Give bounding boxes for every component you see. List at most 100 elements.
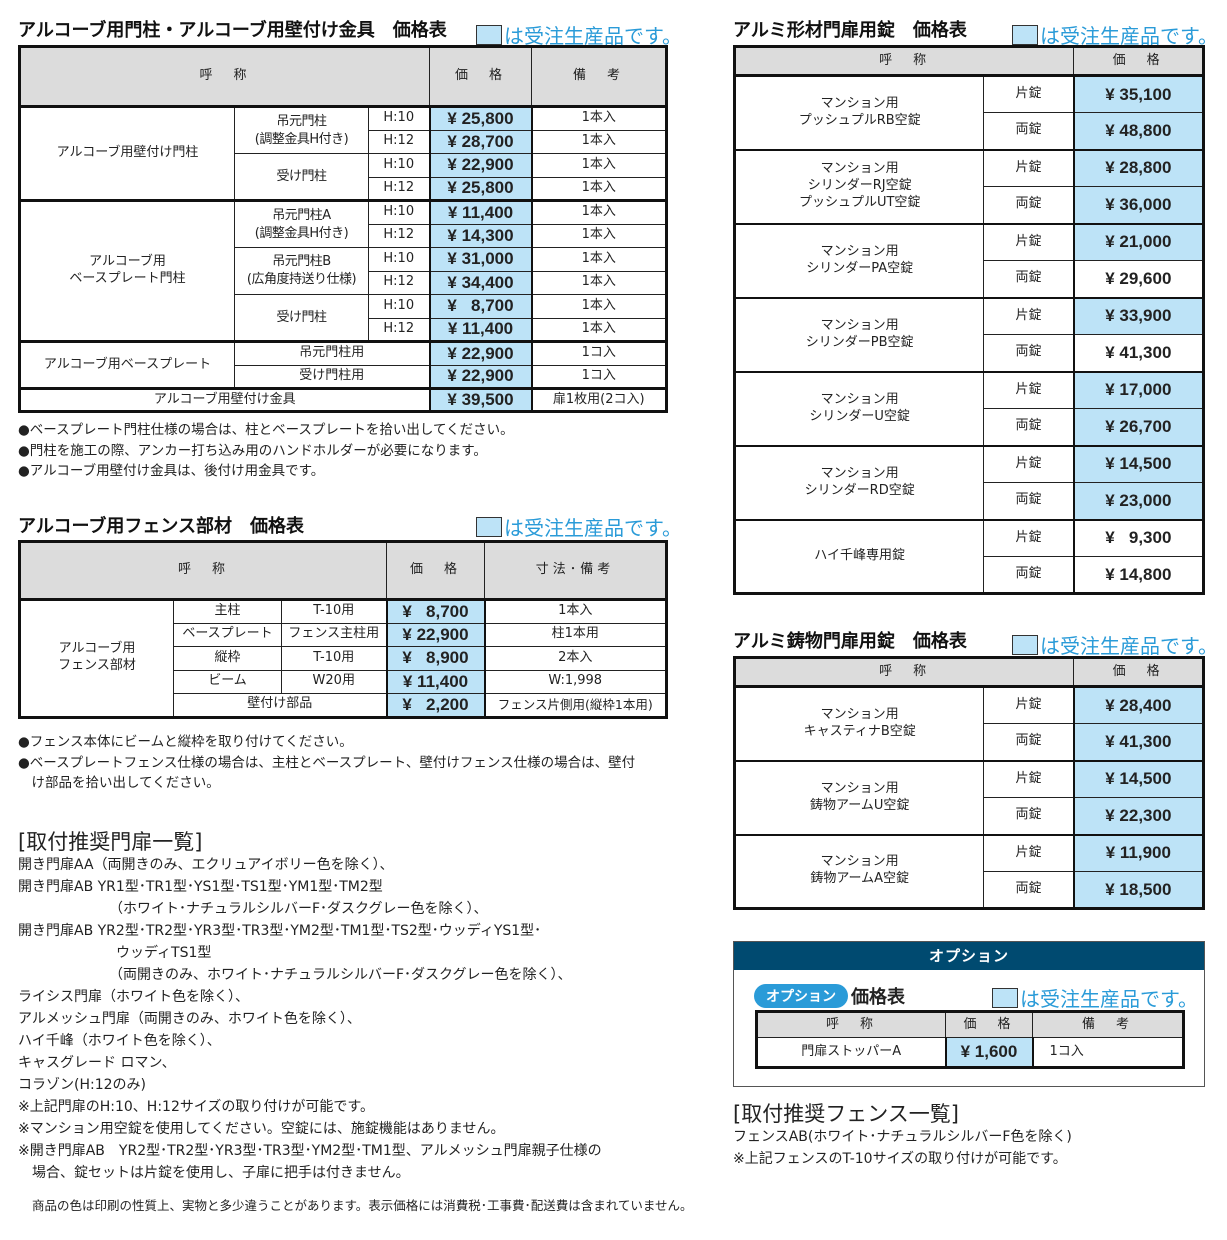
note-cell: 2本入 <box>484 646 667 671</box>
lock-type: 片錠 <box>983 518 1075 557</box>
price-cell: ¥ 35,100 <box>1072 74 1205 113</box>
size-cell: H:12 <box>368 176 430 201</box>
legend-swatch <box>1012 634 1038 655</box>
group-name: アルコーブ用ベースプレート <box>19 340 235 389</box>
price-cell: ¥ 8,900 <box>385 646 486 671</box>
note-cell: 1本入 <box>531 294 667 319</box>
lock-type: 片錠 <box>983 222 1075 261</box>
part-cell: ベースプレート <box>173 622 282 647</box>
header-name: 呼 称 <box>19 46 430 108</box>
table-row: 呼 称価 格 <box>733 46 1204 77</box>
group-name: アルコーブ用 ベースプレート門柱 <box>19 199 235 342</box>
price-cell: ¥ 48,800 <box>1072 112 1205 150</box>
size-cell: H:12 <box>368 223 430 248</box>
table-row: ビーム W20用 ¥ 11,400 W:1,998 <box>20 669 667 694</box>
option-pill: オプション <box>754 984 848 1008</box>
made-to-order-legend: は受注生産品です。 <box>992 983 1198 1012</box>
price-cell: ¥ 41,300 <box>1072 723 1205 761</box>
option-item-name: 門扉ストッパーA <box>756 1037 946 1068</box>
note-cell: 1本入 <box>531 105 667 131</box>
alcove-post-price-table: 呼 称価 格備 考アルコーブ用壁付け門柱 吊元門柱 (調整金具H付き) H:10 ¥ … <box>18 45 668 413</box>
legend-text: は受注生産品です。 <box>1040 24 1218 48</box>
note-cell: 扉1枚用(2コ入) <box>531 387 667 412</box>
lock-type: 両錠 <box>983 186 1075 224</box>
header-name: 呼 称 <box>733 46 1075 77</box>
list-item: キャスグレード ロマン、 <box>18 1055 176 1071</box>
header-note: 備 考 <box>1032 1011 1184 1038</box>
price-cell: ¥ 41,300 <box>1072 334 1205 372</box>
header-price: 価 格 <box>1073 46 1204 77</box>
spec-cell: フェンス主柱用 <box>281 622 387 647</box>
size-cell: H:12 <box>368 317 430 342</box>
note-cell: 1本入 <box>531 176 667 201</box>
note-cell: 1本入 <box>531 199 667 225</box>
price-cell: ¥ 14,500 <box>1072 759 1205 798</box>
price-cell: ¥ 22,900 <box>385 622 486 647</box>
price-cell: ¥ 9,300 <box>1072 518 1205 557</box>
recommended-fences-heading: [取付推奨フェンス一覧] <box>733 1102 959 1126</box>
list-item: ※上記フェンスのT-10サイズの取り付けが可能です。 <box>733 1151 1067 1167</box>
size-cell: H:10 <box>368 247 430 272</box>
note-cell: 1本入 <box>531 317 667 342</box>
table-row: マンション用 シリンダーRJ空錠 プッシュプルUT空錠 片錠 ¥ 28,800 <box>733 148 1205 224</box>
table-row: 両錠 ¥ 29,600 <box>735 260 1205 298</box>
legend-text: は受注生産品です。 <box>1040 634 1218 658</box>
lock-name: マンション用 シリンダーPA空錠 <box>733 222 985 298</box>
legend-swatch <box>1012 24 1038 45</box>
price-cell: ¥ 8,700 <box>428 294 533 319</box>
lock-type: 両錠 <box>983 260 1075 298</box>
item-name: 受け門柱 <box>234 153 369 201</box>
list-item: 場合、錠セットは片錠を使用し、子扉に把手は付きません。 <box>18 1165 410 1181</box>
note-cell: 1本入 <box>531 247 667 272</box>
note-cell: 1コ入 <box>531 364 667 389</box>
size-cell: H:12 <box>368 270 430 295</box>
header-price: 価 格 <box>429 46 532 108</box>
list-item: （両開きのみ、ホワイト･ナチュラルシルバーF･ダスクグレー色を除く）、 <box>18 967 572 983</box>
size-cell: H:10 <box>368 105 430 131</box>
table-row: 壁付け部品 ¥ 2,200 フェンス片側用(縦枠1本用) <box>20 693 667 718</box>
lock-type: 片錠 <box>983 833 1075 872</box>
lock-name: マンション用 キャスティナB空錠 <box>733 685 985 761</box>
note-cell: フェンス片側用(縦枠1本用) <box>484 693 667 718</box>
note-cell: 1本入 <box>531 153 667 178</box>
alcove-post-notes: ●ベースプレート門柱仕様の場合は、柱とベースプレートを拾い出してください。 ●門… <box>18 422 514 479</box>
item-name: 吊元門柱A (調整金具H付き) <box>234 199 369 248</box>
size-cell: H:10 <box>368 199 430 225</box>
lock-name: マンション用 シリンダーPB空錠 <box>733 296 985 372</box>
table-row: マンション用 シリンダーPA空錠 片錠 ¥ 21,000 <box>733 222 1205 298</box>
cast-lock-title: アルミ鋳物門扉用錠 価格表 <box>733 631 967 652</box>
table-row: 両錠 ¥ 22,300 <box>735 797 1205 835</box>
option-box: オプション オプション 価格表 は受注生産品です。 呼 称価 格備 考 門扉スト… <box>733 941 1205 1087</box>
table-row: アルコーブ用壁付け門柱 吊元門柱 (調整金具H付き) H:10 ¥ 25,800 1本入 <box>19 105 667 201</box>
legend-swatch <box>992 987 1018 1008</box>
cast-lock-price-table: 呼 称価 格マンション用 キャスティナB空錠 片錠 ¥ 28,400 両錠 ¥ 41,3… <box>733 656 1205 910</box>
size-cell: H:10 <box>368 294 430 319</box>
price-cell: ¥ 29,600 <box>1072 260 1205 298</box>
table-row: H:12 ¥ 11,400 1本入 <box>20 317 667 342</box>
item-name: 受け門柱 <box>234 294 369 342</box>
legend-text: は受注生産品です。 <box>1020 987 1198 1011</box>
table-row: マンション用 鋳物アームA空錠 片錠 ¥ 11,900 <box>733 833 1205 909</box>
lock-name: マンション用 鋳物アームA空錠 <box>733 833 985 909</box>
legend-text: は受注生産品です。 <box>504 24 682 48</box>
made-to-order-legend: は受注生産品です。 <box>476 512 682 541</box>
table-row: H:12 ¥ 28,700 1本入 <box>20 129 667 154</box>
list-item: 開き門扉AA（両開きのみ、エクリュアイボリー色を除く）、 <box>18 857 394 873</box>
table-row: 両錠 ¥ 36,000 <box>735 186 1205 224</box>
price-cell: ¥ 26,700 <box>1072 408 1205 446</box>
option-title: オプション 価格表 <box>754 983 905 1009</box>
price-cell: ¥ 2,200 <box>385 693 486 718</box>
header-name: 呼 称 <box>733 657 1075 688</box>
recommended-fences-list: フェンスAB(ホワイト･ナチュラルシルバーF色を除く) ※上記フェンスのT-10サ… <box>733 1126 1072 1170</box>
part-cell: 壁付け部品 <box>173 693 387 718</box>
item-name: 吊元門柱B (広角度持送り仕様) <box>234 247 369 295</box>
list-item: アルメッシュ門扉（両開きのみ、ホワイト色を除く）、 <box>18 1011 361 1027</box>
part-cell: ビーム <box>173 669 282 694</box>
price-cell: ¥ 28,400 <box>1072 685 1205 724</box>
table-row: H:12 ¥ 34,400 1本入 <box>20 270 667 295</box>
table-row: ベースプレート フェンス主柱用 ¥ 22,900 柱1本用 <box>20 622 667 647</box>
price-cell: ¥ 14,500 <box>1072 444 1205 483</box>
price-cell: ¥ 25,800 <box>428 105 533 131</box>
table-row: アルコーブ用壁付け金具 ¥ 39,500 扉1枚用(2コ入) <box>19 387 667 412</box>
table-row: 呼 称価 格寸法･備考 <box>19 541 667 601</box>
